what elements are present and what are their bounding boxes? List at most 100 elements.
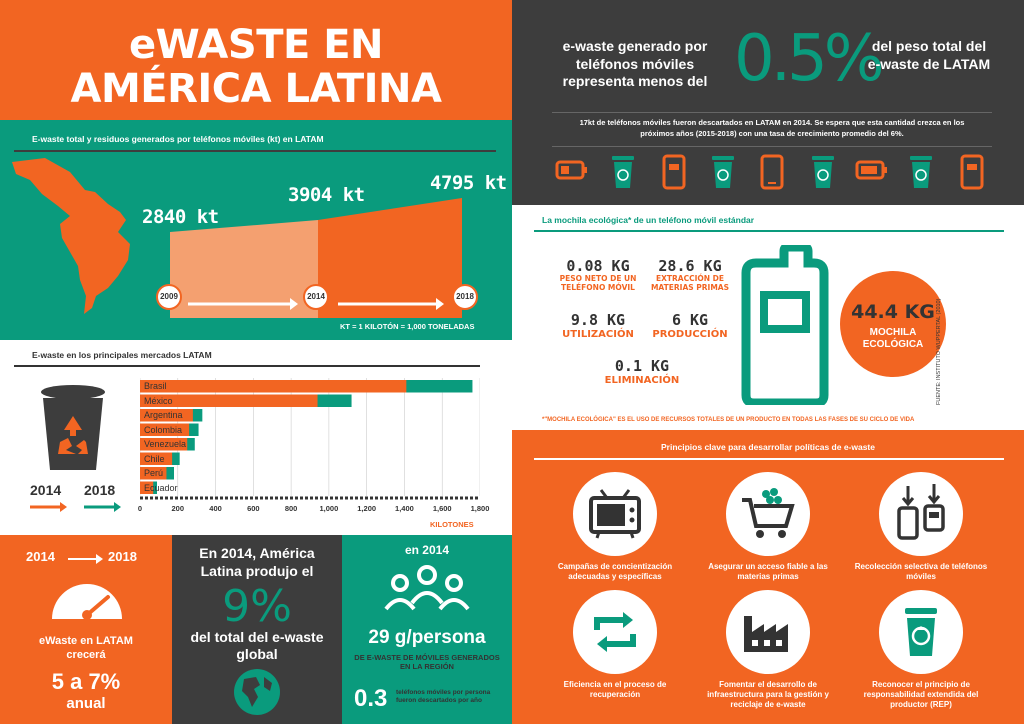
bar-2014	[140, 409, 193, 422]
title-panel: eWASTE EN AMÉRICA LATINA	[0, 0, 512, 120]
global-share-value: 9%	[222, 581, 292, 632]
growth-chart	[12, 158, 462, 318]
per-person-value: 29 g/persona	[368, 627, 486, 648]
x-tick-label: 600	[247, 504, 260, 513]
mobile-share-panel: e-waste generado por teléfonos móviles r…	[512, 0, 1024, 205]
bar-category-label: Perú	[144, 468, 164, 478]
bar-2014	[140, 481, 154, 494]
per-person-label: DE E-WASTE DE MÓVILES GENERADOS EN LA RE…	[354, 653, 500, 672]
tv-icon	[589, 489, 641, 539]
mochila-header: La mochila ecológica* de un teléfono móv…	[542, 215, 755, 225]
stat-value: 9.8 KG	[570, 311, 626, 329]
battery-icon	[555, 160, 587, 180]
legend-year-2014: 2014	[30, 482, 62, 498]
timeline-arrows	[188, 298, 444, 310]
year-badge-2018: 2018	[452, 284, 478, 310]
battery-icon	[855, 160, 887, 180]
stat-label: EXTRACCIÓN DE MATERIAS PRIMAS	[650, 274, 730, 292]
share-note: 17kt de teléfonos móviles fueron descart…	[579, 118, 965, 139]
mochila-panel: La mochila ecológica* de un teléfono móv…	[512, 205, 1024, 430]
per-person-panel: en 2014 29 g/persona DE E-WASTE DE MÓVIL…	[342, 535, 512, 724]
mochila-item-use: 9.8 KG UTILIZACIÓN	[556, 311, 640, 341]
x-tick-label: 800	[284, 504, 298, 513]
smartphone-icon	[760, 154, 784, 190]
bar-2014	[140, 380, 407, 393]
global-share-text1: En 2014, América Latina produjo el	[199, 545, 315, 579]
header-rule	[14, 365, 480, 367]
divider	[552, 146, 992, 147]
stat-value: 28.6 KG	[658, 257, 722, 275]
main-title-line2: AMÉRICA LATINA	[70, 66, 442, 112]
x-axis-label: KILOTONES	[430, 520, 474, 529]
bar-2014	[140, 452, 173, 465]
bars-svg	[140, 378, 480, 500]
principles-panel: Principios clave para desarrollar políti…	[512, 430, 1024, 724]
share-left-text: e-waste generado por teléfonos móviles r…	[562, 38, 708, 89]
x-tick-label: 400	[209, 504, 222, 513]
stat-value: 0.1 KG	[614, 357, 670, 375]
x-tick-label: 1,400	[395, 504, 414, 513]
markets-bar-chart: 0 200 400 600 800 1,000 1,200 1,400 1,600 1,800 Br…	[138, 378, 489, 538]
principle-icon-circle	[573, 472, 657, 556]
year-badge-2009: 2009	[156, 284, 182, 310]
latam-map-icon	[12, 158, 130, 314]
bar-2014	[140, 438, 188, 451]
stat-label: ELIMINACIÓN	[604, 375, 680, 386]
bar-category-label: Ecuador	[144, 482, 178, 493]
mochila-item-extraction: 28.6 KG EXTRACCIÓN DE MATERIAS PRIMAS	[648, 257, 732, 292]
mobile-phone-icon	[741, 245, 829, 405]
bar-category-label: Argentina	[144, 410, 183, 420]
mochila-total-value: 44.4 KG	[851, 301, 935, 323]
growth-from-year: 2014	[26, 549, 55, 564]
factory-icon	[744, 616, 788, 652]
principle-label: Reconocer el principio de responsabilida…	[863, 680, 979, 709]
markets-header: E-waste en los principales mercados LATA…	[32, 350, 212, 360]
x-tick-label: 1,600	[432, 504, 452, 513]
mochila-footnote: *"MOCHILA ECOLÓGICA" ES EL USO DE RECURS…	[542, 417, 915, 423]
recycle-bin-icon	[712, 156, 734, 188]
global-share-panel: En 2014, América Latina produjo el 9% de…	[172, 535, 342, 724]
arrow-right-icon	[68, 554, 103, 564]
phones-per-person-label: teléfonos móviles por persona fueron des…	[396, 689, 491, 705]
growth-footnote: KT = 1 KILOTÓN = 1,000 TONELADAS	[340, 322, 475, 331]
header-rule	[534, 458, 1004, 460]
principle-label: Asegurar un acceso fiable a las materias…	[708, 562, 828, 581]
phone-icon	[662, 154, 686, 190]
x-tick-label: 1,800	[470, 504, 490, 513]
trash-can-icon	[41, 385, 105, 470]
legend-arrows	[30, 502, 121, 512]
share-right-text: del peso total del e-waste de LATAM	[867, 38, 991, 72]
growth-rate-panel: 2014 2018 eWaste en LATAM crecerá 5 a 7%…	[0, 535, 172, 724]
stat-label: PESO NETO DE UN TELÉFONO MÓVIL	[559, 274, 637, 292]
arrow-right-icon	[84, 502, 121, 512]
global-share-text2: del total del e-waste global	[190, 629, 324, 662]
share-big-value: 0.5%	[734, 22, 885, 96]
growth-rate-unit: anual	[66, 695, 106, 712]
globe-icon	[234, 669, 280, 715]
bar-category-label: Chile	[144, 453, 165, 464]
x-tick-label: 1,000	[319, 504, 339, 513]
growth-value-2014: 3904 kt	[288, 184, 365, 206]
bar-category-label: Brasil	[144, 381, 167, 391]
x-tick-label: 200	[171, 504, 185, 513]
mochila-item-production: 6 KG PRODUCCIÓN	[648, 311, 732, 341]
principle-icon-circle	[573, 590, 657, 674]
bar-2014	[140, 467, 167, 480]
growth-rate-value: 5 a 7%	[51, 669, 121, 694]
bar-category-label: México	[144, 395, 173, 406]
shopping-cart-icon	[742, 488, 795, 538]
growth-label: eWaste en LATAM crecerá	[39, 635, 133, 661]
principle-label: Fomentar el desarrollo de infraestructur…	[707, 680, 829, 709]
stat-label: PRODUCCIÓN	[652, 329, 728, 340]
recycle-bin-icon	[812, 156, 834, 188]
recycle-bin-icon	[905, 608, 937, 656]
mochila-item-net-weight: 0.08 KG PESO NETO DE UN TELÉFONO MÓVIL	[556, 257, 640, 292]
recycle-bin-icon	[910, 156, 932, 188]
refresh-cycle-icon	[594, 612, 636, 652]
principle-icon-circle	[879, 590, 963, 674]
bar-category-label: Venezuela	[144, 439, 187, 449]
year-badge-2014: 2014	[303, 284, 329, 310]
principle-label: Eficiencia en el proceso de recuperación	[563, 680, 667, 699]
principle-label: Recolección selectiva de teléfonos móvil…	[854, 562, 988, 581]
per-person-year: en 2014	[404, 543, 450, 557]
